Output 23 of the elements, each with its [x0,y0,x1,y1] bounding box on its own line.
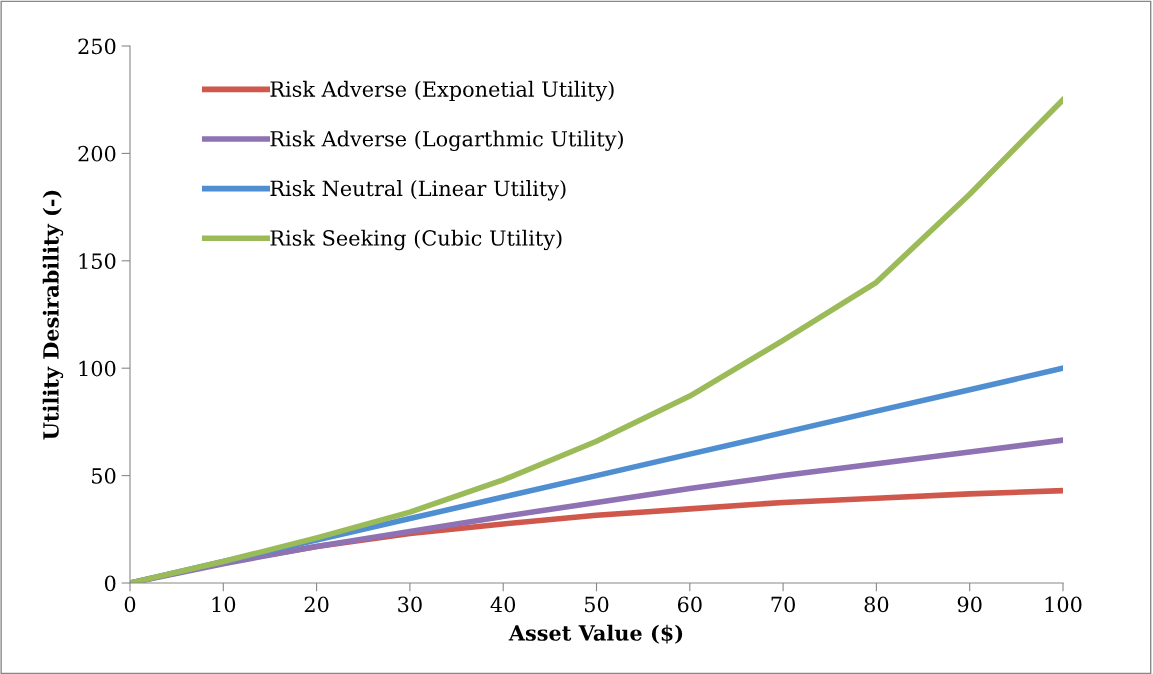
legend-label: Risk Neutral (Linear Utility) [270,180,566,201]
x-tick-label: 60 [677,596,702,613]
x-tick-label: 70 [771,596,795,613]
y-tick-label: 0 [104,575,116,592]
y-tick-label: 100 [79,360,116,377]
y-tick-label: 250 [78,38,116,55]
y-tick-label: 200 [78,145,116,162]
x-axis-title: Asset Value ($) [508,624,683,644]
y-axis-title: Utility Desirability (-) [42,190,64,440]
x-tick-label: 10 [212,596,236,613]
y-tick-label: 150 [79,253,116,270]
x-tick-label: 0 [124,596,136,613]
x-tick-label: 50 [585,596,609,613]
x-tick-label: 100 [1045,596,1082,613]
legend-label: Risk Adverse (Logarthmic Utility) [270,130,623,151]
x-tick-label: 40 [490,596,516,613]
x-tick-label: 20 [304,596,329,613]
x-tick-label: 30 [398,596,422,613]
legend-label: Risk Seeking (Cubic Utility) [270,229,562,251]
y-tick-label: 50 [92,468,116,484]
x-tick-label: 90 [957,596,982,613]
legend-label: Risk Adverse (Exponetial Utility) [270,80,614,102]
x-tick-label: 80 [864,596,889,613]
